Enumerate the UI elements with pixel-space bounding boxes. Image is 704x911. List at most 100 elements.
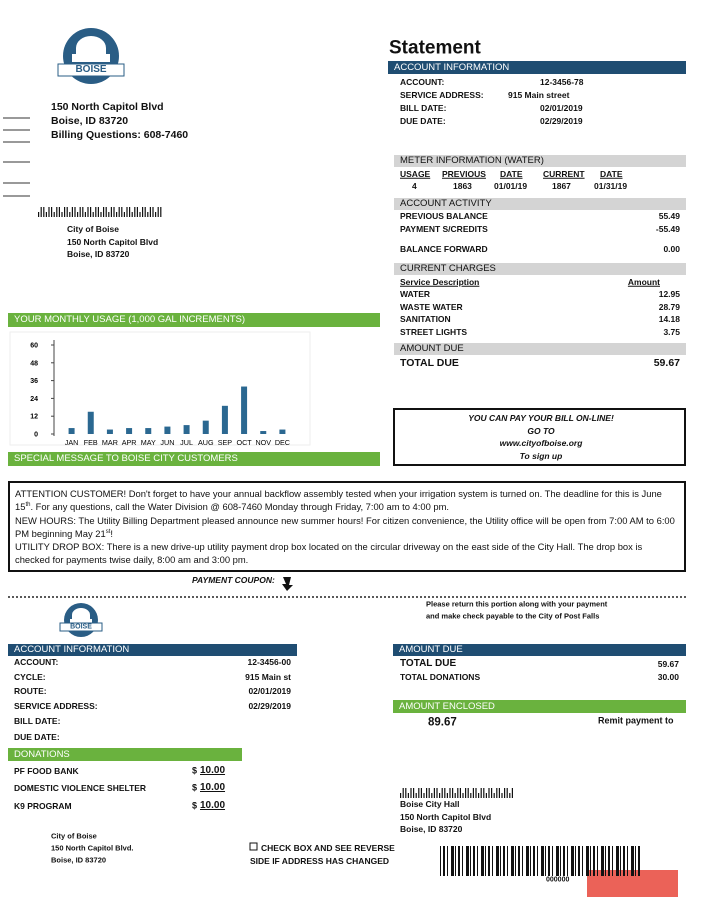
bar-stroke	[113, 207, 115, 217]
bar-stroke	[620, 846, 621, 876]
bar-stroke	[436, 788, 438, 798]
bar-stroke	[483, 788, 485, 798]
bar-stroke	[100, 212, 102, 217]
bar-stroke	[545, 846, 546, 876]
column-header: DATE	[600, 168, 623, 179]
bar-stroke	[571, 846, 574, 876]
bar-stroke	[413, 788, 415, 798]
bar-stroke	[108, 212, 110, 217]
bar-stroke	[123, 212, 125, 217]
field-value: 915 Main street	[508, 89, 570, 100]
bar-stroke	[440, 846, 441, 876]
field-label: ACCOUNT:	[400, 76, 445, 87]
logo	[57, 28, 125, 84]
bar-stroke	[498, 788, 500, 798]
bar-stroke	[443, 846, 445, 876]
bar-stroke	[526, 846, 529, 876]
bar-stroke	[147, 212, 149, 217]
bar-stroke	[139, 212, 141, 217]
message-text: ATTENTION CUSTOMER! Don't forget to have…	[15, 488, 662, 513]
field-label: STREET LIGHTS	[400, 326, 468, 337]
bar-stroke	[92, 212, 94, 217]
field-value: 02/29/2019	[248, 700, 291, 711]
bar-stroke	[160, 207, 162, 217]
bar-stroke	[597, 846, 598, 876]
bar-stroke	[488, 846, 490, 876]
address-line: 150 North Capitol Blvd.	[51, 843, 134, 853]
bar-stroke	[556, 846, 559, 876]
section-header: ACCOUNT ACTIVITY	[394, 198, 686, 210]
message-text: st	[105, 528, 111, 535]
section-header: AMOUNT DUE	[393, 644, 686, 656]
bar-stroke	[496, 846, 499, 876]
bar-stroke	[116, 212, 118, 217]
bar-stroke	[74, 207, 76, 217]
address-line: Boise, ID 83720	[51, 855, 107, 865]
x-tick-label: DEC	[275, 438, 290, 447]
cell: 01/01/19	[494, 180, 528, 191]
bar-stroke	[142, 207, 144, 217]
x-tick-label: MAY	[141, 438, 156, 447]
field-label: SANITATION	[400, 313, 451, 324]
bar-stroke	[485, 846, 486, 876]
section-header: CURRENT CHARGES	[394, 263, 686, 275]
bar-stroke	[66, 207, 68, 217]
field-value: 59.67	[657, 658, 679, 669]
field-value: 0.00	[663, 243, 680, 254]
message-text: !	[110, 527, 113, 539]
bar-stroke	[475, 788, 477, 798]
y-tick-label: 60	[30, 343, 38, 350]
bar-stroke	[103, 207, 105, 217]
bar-stroke	[79, 207, 81, 217]
bar-stroke	[40, 207, 42, 217]
bar-stroke	[71, 207, 73, 217]
checkbox-label: CHECK BOX AND SEE REVERSE	[261, 842, 395, 853]
field-value: 12-3456-00	[247, 656, 291, 667]
bar-stroke	[110, 207, 112, 217]
x-tick-label: APR	[122, 438, 137, 447]
bar-stroke	[444, 788, 446, 798]
bar-stroke	[488, 788, 490, 798]
logo-name: BOISE	[75, 64, 107, 75]
field-label: BALANCE FORWARD	[400, 243, 488, 254]
bar-stroke	[43, 207, 45, 217]
bar-stroke	[451, 846, 454, 876]
bar	[202, 420, 209, 434]
section-header: YOUR MONTHLY USAGE (1,000 GAL INCREMENTS…	[8, 313, 380, 327]
field-label: PAYMENT S/CREDITS	[400, 223, 488, 234]
field-value: 14.18	[658, 313, 680, 324]
bar-stroke	[518, 846, 520, 876]
bar-stroke	[61, 212, 63, 217]
checkbox[interactable]	[249, 842, 258, 851]
fold-marks	[3, 117, 30, 197]
bar-stroke	[467, 788, 469, 798]
bar-stroke	[504, 788, 506, 798]
bar-stroke	[586, 846, 589, 876]
online-line: To sign up	[519, 450, 563, 461]
online-line: YOU CAN PAY YOUR BILL ON-LINE!	[468, 412, 614, 423]
x-tick-label: NOV	[255, 438, 271, 447]
bar-stroke	[503, 846, 505, 876]
field-value: 12-3456-78	[540, 76, 584, 87]
y-tick-label: 12	[30, 414, 38, 421]
bar-stroke	[95, 207, 97, 217]
field-label: WASTE WATER	[400, 301, 463, 312]
bar-stroke	[449, 788, 451, 798]
bar	[68, 428, 75, 434]
bar-stroke	[541, 846, 544, 876]
bar-stroke	[410, 788, 412, 798]
bar-stroke	[131, 212, 133, 217]
bar-stroke	[58, 207, 60, 217]
bar-stroke	[638, 846, 640, 876]
message-text: UTILITY DROP BOX: There is a new drive-u…	[15, 541, 643, 566]
bar-stroke	[400, 793, 402, 798]
currency: $	[192, 800, 198, 811]
section-header: DONATIONS	[8, 748, 242, 761]
x-tick-label: JUN	[160, 438, 174, 447]
bar-stroke	[515, 846, 516, 876]
bar	[126, 428, 133, 434]
bar-stroke	[472, 788, 474, 798]
field-label: ROUTE:	[14, 685, 47, 696]
